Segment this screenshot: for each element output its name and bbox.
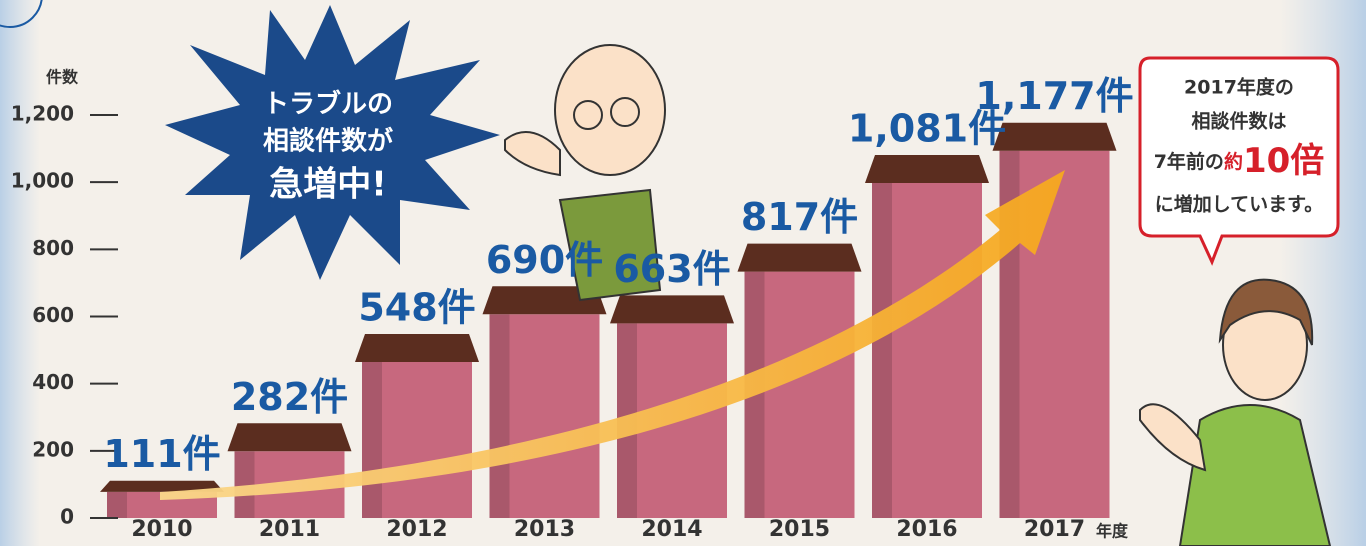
- callout-text: 7年前の: [1154, 150, 1224, 173]
- bar-roof: [100, 480, 224, 492]
- background-edge: [0, 0, 40, 546]
- starburst-text: 相談件数が: [263, 126, 393, 157]
- value-label: 1,177件: [975, 74, 1133, 118]
- starburst-text: トラブルの: [263, 89, 393, 120]
- x-tick-label: 2010: [131, 517, 192, 542]
- y-tick-label: 600: [32, 303, 74, 327]
- y-tick-label: 0: [60, 505, 74, 529]
- x-tick-label: 2011: [259, 517, 320, 542]
- x-tick-label: 2016: [896, 517, 957, 542]
- x-tick-label: 2013: [514, 517, 575, 542]
- bar-shade: [234, 451, 255, 518]
- person-man: [504, 44, 666, 302]
- person-woman: [1139, 278, 1332, 546]
- value-label: 1,081件: [848, 106, 1006, 150]
- bar-shade: [362, 361, 382, 518]
- bar: [744, 271, 855, 518]
- trend-arrow: [160, 170, 1065, 500]
- bar-roof: [355, 333, 479, 362]
- y-axis-label: 件数: [46, 68, 79, 87]
- bar-roof: [992, 122, 1117, 151]
- value-label: 282件: [231, 375, 348, 419]
- starburst-text: 急増中!: [269, 165, 387, 205]
- bar-shade: [872, 182, 892, 518]
- callout-text: 2017年度の: [1184, 76, 1294, 99]
- y-tick-label: 1,000: [11, 169, 74, 193]
- callout-text: 7年前の約10倍: [1154, 141, 1325, 181]
- y-tick-label: 200: [32, 437, 74, 461]
- bar-shade: [489, 314, 510, 518]
- x-axis-label: 年度: [1096, 522, 1129, 541]
- bar: [872, 182, 982, 518]
- callout-text: 約: [1224, 150, 1243, 173]
- bar: [362, 361, 472, 518]
- value-label: 111件: [103, 432, 220, 476]
- value-label: 690件: [486, 238, 603, 282]
- x-tick-label: 2012: [386, 517, 447, 542]
- callout-bubble: [1138, 56, 1340, 266]
- bar-roof: [737, 243, 862, 272]
- starburst: [165, 5, 500, 280]
- value-label: 548件: [358, 285, 475, 329]
- corner-badge: [0, 0, 43, 28]
- bar-roof: [610, 295, 734, 324]
- bar-roof: [865, 154, 989, 183]
- y-tick-label: 400: [32, 370, 74, 394]
- value-label: 663件: [613, 247, 730, 291]
- callout-text: 10倍: [1243, 141, 1324, 181]
- y-tick-label: 800: [32, 236, 74, 260]
- bar-roof: [227, 423, 352, 452]
- bar-shade: [107, 491, 127, 518]
- bar-roof: [482, 286, 607, 315]
- bar: [489, 314, 600, 518]
- x-tick-label: 2014: [641, 517, 702, 542]
- callout-text: に増加しています。: [1155, 193, 1324, 216]
- callout-text: 相談件数は: [1191, 110, 1286, 133]
- x-tick-label: 2015: [769, 517, 830, 542]
- value-label: 817件: [741, 195, 858, 239]
- y-tick-label: 1,200: [11, 102, 74, 126]
- x-tick-label: 2017: [1024, 517, 1085, 542]
